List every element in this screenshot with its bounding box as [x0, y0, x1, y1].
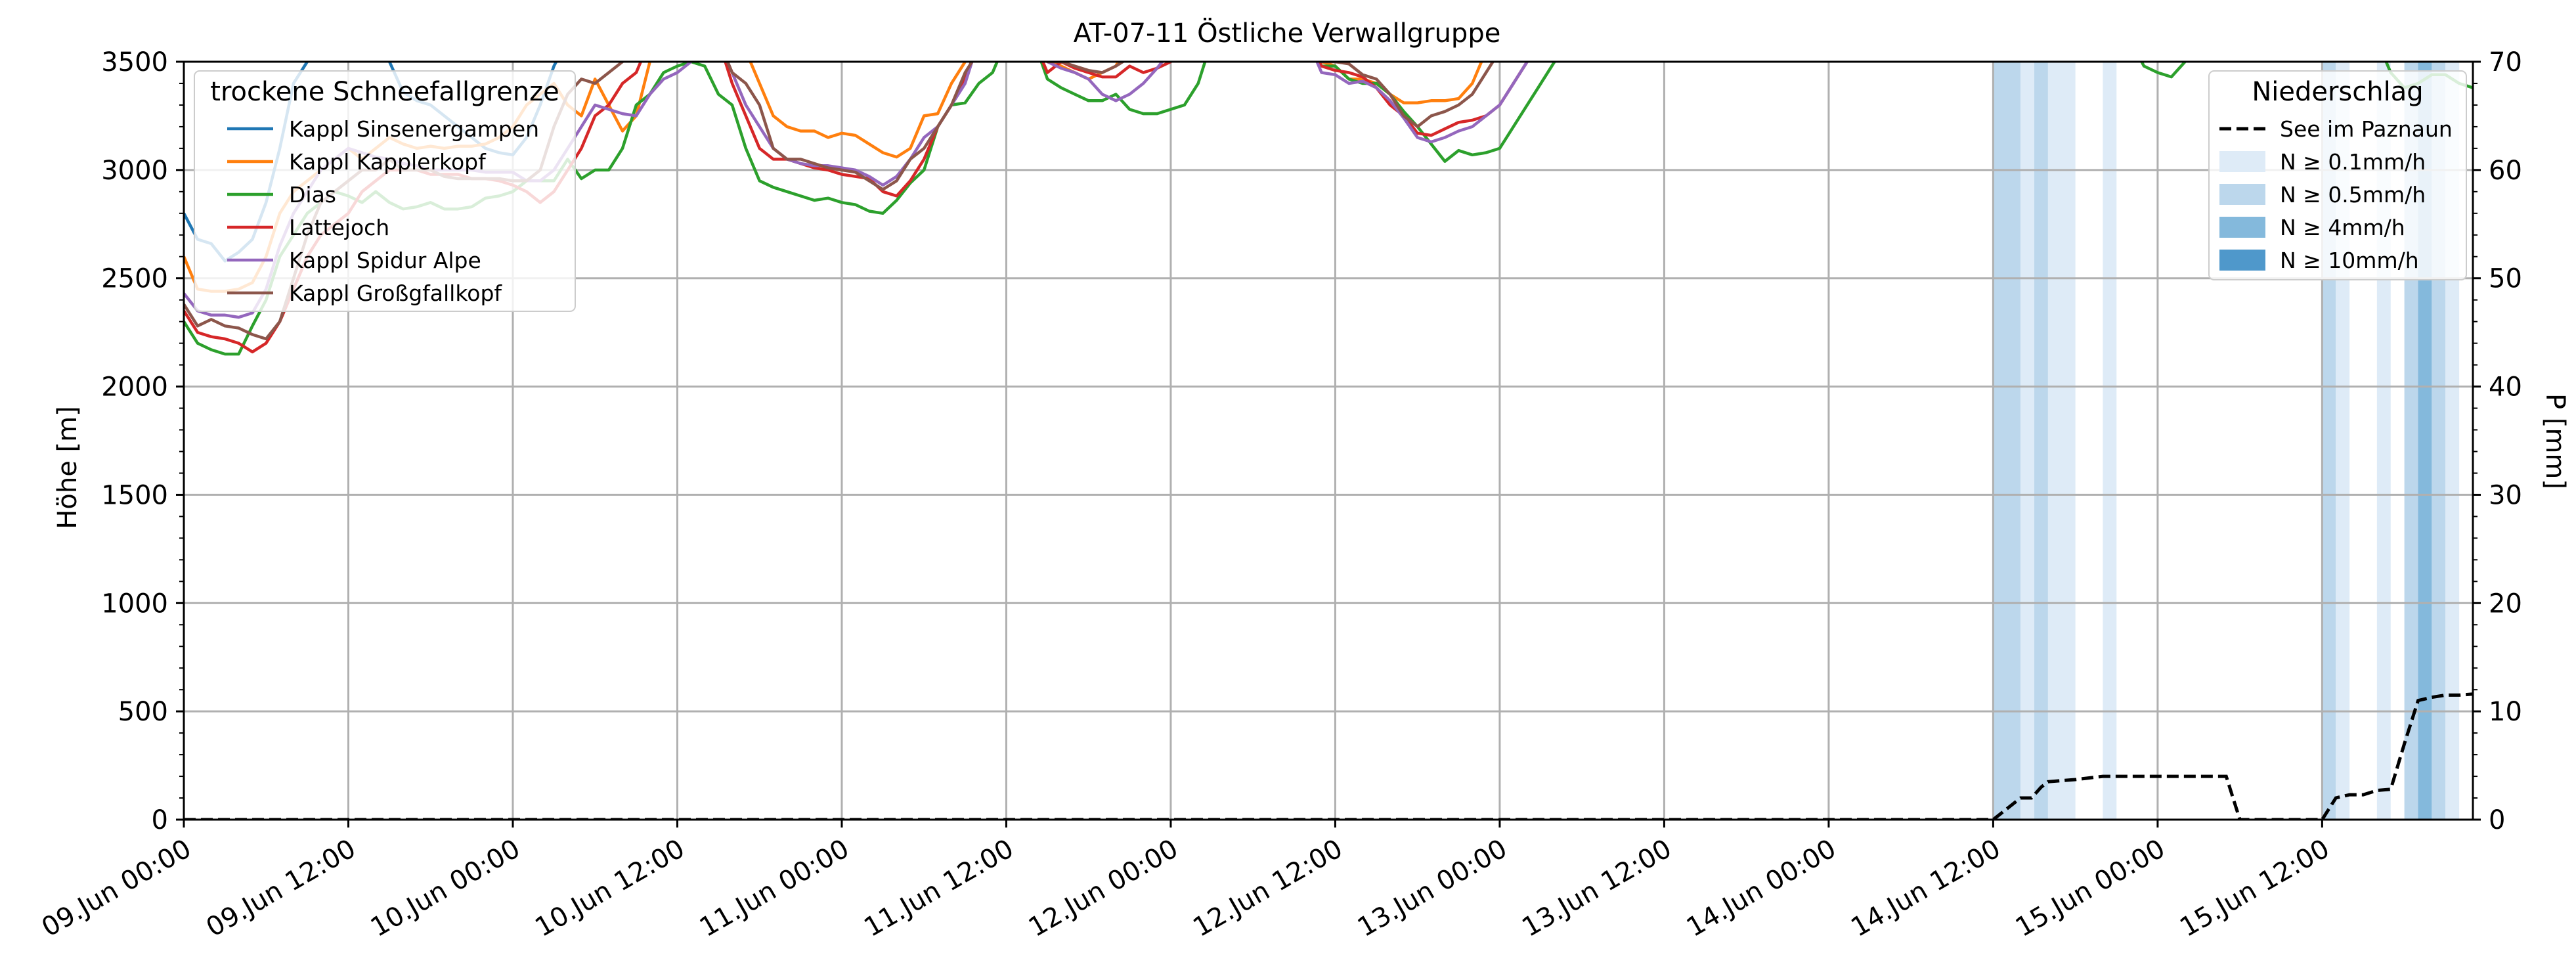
y2-tick-label-4: 40: [2489, 372, 2522, 403]
precip-band-1: [2020, 62, 2035, 820]
chart-title: AT-07-11 Östliche Verwallgruppe: [1074, 17, 1501, 49]
y2-tick-label-0: 0: [2489, 805, 2505, 835]
legend-snow-label-4: Kappl Spidur Alpe: [289, 248, 481, 273]
y-tick-label-7: 3500: [101, 47, 168, 77]
y2-tick-label-3: 30: [2489, 480, 2522, 510]
y2-tick-label-2: 20: [2489, 588, 2522, 619]
legend-precip-band-label-3: N ≥ 10mm/h: [2280, 248, 2419, 273]
y-axis-label: Höhe [m]: [53, 406, 83, 529]
y-tick-label-4: 2000: [101, 372, 168, 403]
legend-precip: Niederschlag See im Paznaun N ≥ 0.1mm/h N ≥…: [2208, 70, 2467, 280]
y-tick-label-6: 3000: [101, 156, 168, 186]
legend-snow-label-3: Lattejoch: [289, 215, 389, 240]
legend-precip-title: Niederschlag: [2252, 77, 2423, 107]
plot-frame: [183, 60, 2474, 821]
y-tick-label-3: 1500: [101, 480, 168, 510]
y-tick-label-2: 1000: [101, 588, 168, 619]
y2-tick-label-7: 70: [2489, 47, 2522, 77]
legend-precip-line-label: See im Paznaun: [2280, 116, 2453, 142]
legend-precip-band-swatch-1: [2219, 184, 2265, 205]
precip-band-2: [2034, 62, 2048, 820]
precip-band-0: [1993, 62, 2021, 820]
legend-snow-label-1: Kappl Kapplerkopf: [289, 149, 487, 175]
y2-tick-label-5: 50: [2489, 264, 2522, 294]
legend-snow-label-2: Dias: [289, 182, 336, 208]
legend-snow-label-5: Kappl Großgfallkopf: [289, 280, 502, 306]
precip-band-3: [2047, 62, 2076, 820]
y2-axis-label: P [mm]: [2540, 393, 2570, 489]
legend-precip-band-label-1: N ≥ 0.5mm/h: [2280, 182, 2426, 208]
y-tick-label-1: 500: [118, 697, 168, 727]
y-tick-label-5: 2500: [101, 264, 168, 294]
legend-precip-band-label-2: N ≥ 4mm/h: [2280, 215, 2405, 240]
legend-precip-band-swatch-2: [2219, 217, 2265, 238]
precip-band-4: [2103, 62, 2117, 820]
axes: [183, 60, 2474, 821]
legend-precip-band-label-0: N ≥ 0.1mm/h: [2280, 149, 2426, 175]
y-tick-label-0: 0: [152, 805, 168, 835]
legend-precip-box: [2208, 70, 2467, 280]
legend-snow-label-0: Kappl Sinsenergampen: [289, 116, 539, 142]
legend-snow: trockene Schneefallgrenze Kappl Sinsenerg…: [194, 70, 576, 312]
legend-snow-box: [194, 70, 576, 312]
legend-precip-band-swatch-3: [2219, 250, 2265, 271]
legend-precip-band-swatch-0: [2219, 151, 2265, 172]
y2-tick-label-1: 10: [2489, 697, 2522, 727]
y2-tick-label-6: 60: [2489, 156, 2522, 186]
legend-snow-title: trockene Schneefallgrenze: [210, 77, 559, 107]
